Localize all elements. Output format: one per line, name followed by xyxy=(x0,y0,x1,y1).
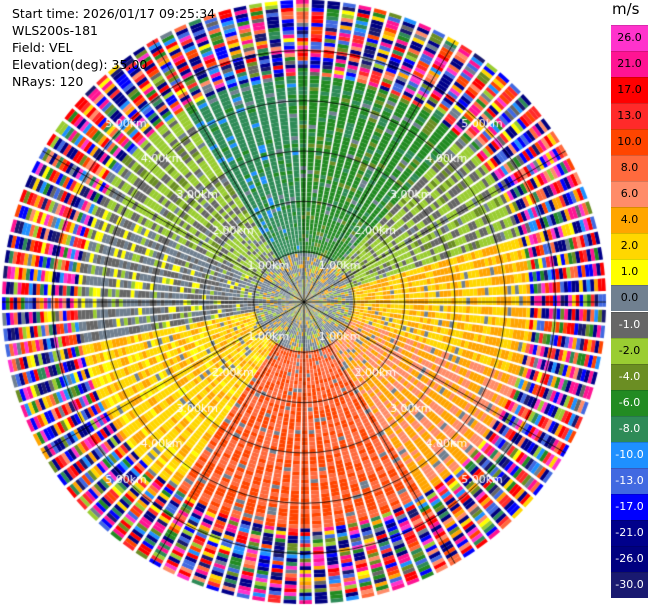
colorbar-segment xyxy=(611,207,648,234)
colorbar-tick-label: -17.0 xyxy=(615,499,644,513)
colorbar-tick-label: -26.0 xyxy=(615,551,644,565)
colorbar-title: m/s xyxy=(612,0,640,18)
colorbar-segment xyxy=(611,441,648,468)
colorbar-segment xyxy=(611,571,648,598)
colorbar-tick-label: 21.0 xyxy=(617,57,642,71)
colorbar-tick-label: 13.0 xyxy=(617,109,642,123)
colorbar-tick-label: 10.0 xyxy=(617,135,642,149)
colorbar-segment xyxy=(611,77,648,104)
colorbar-segment xyxy=(611,25,648,52)
colorbar-tick-label: -2.0 xyxy=(618,343,641,357)
colorbar-segment xyxy=(611,181,648,208)
colorbar-segment xyxy=(611,363,648,390)
colorbar-tick-label: 2.0 xyxy=(620,239,639,253)
colorbar-segment xyxy=(611,51,648,78)
colorbar-segment xyxy=(611,233,648,260)
header-info: Start time: 2026/01/17 09:25:34 WLS200s-… xyxy=(12,5,215,90)
colorbar-tick-label: -10.0 xyxy=(615,447,644,461)
colorbar-segment xyxy=(611,285,648,312)
colorbar-segment xyxy=(611,103,648,130)
elevation: Elevation(deg): 35.00 xyxy=(12,57,148,72)
colorbar-tick-label: 17.0 xyxy=(617,83,642,97)
colorbar-segment xyxy=(611,415,648,442)
ray-count: NRays: 120 xyxy=(12,74,84,89)
colorbar: 26.0 21.0 17.0 13.0 10.0 8.0 6.0 4.0 2.0 1.0 0.0 -1… xyxy=(611,25,648,598)
colorbar-tick-label: -1.0 xyxy=(618,317,641,331)
colorbar-tick-label: 8.0 xyxy=(620,161,639,175)
colorbar-tick-label: 6.0 xyxy=(620,187,639,201)
colorbar-segment xyxy=(611,129,648,156)
colorbar-tick-label: 1.0 xyxy=(620,265,639,279)
colorbar-tick-label: -21.0 xyxy=(615,525,644,539)
colorbar-tick-label: -8.0 xyxy=(618,421,641,435)
colorbar-tick-label: -13.0 xyxy=(615,473,644,487)
colorbar-segment xyxy=(611,337,648,364)
colorbar-segment xyxy=(611,519,648,546)
field-name: Field: VEL xyxy=(12,40,73,55)
colorbar-segment xyxy=(611,311,648,338)
colorbar-segment xyxy=(611,467,648,494)
colorbar-tick-label: -30.0 xyxy=(615,577,644,591)
colorbar-segment xyxy=(611,545,648,572)
colorbar-segment xyxy=(611,259,648,286)
colorbar-tick-label: -4.0 xyxy=(618,369,641,383)
colorbar-segment xyxy=(611,155,648,182)
instrument-name: WLS200s-181 xyxy=(12,23,98,38)
colorbar-tick-label: 26.0 xyxy=(617,31,642,45)
colorbar-tick-label: 4.0 xyxy=(620,213,639,227)
colorbar-tick-label: 0.0 xyxy=(620,291,639,305)
colorbar-segment xyxy=(611,389,648,416)
colorbar-segment xyxy=(611,493,648,520)
start-time: Start time: 2026/01/17 09:25:34 xyxy=(12,6,216,21)
colorbar-tick-label: -6.0 xyxy=(618,395,641,409)
